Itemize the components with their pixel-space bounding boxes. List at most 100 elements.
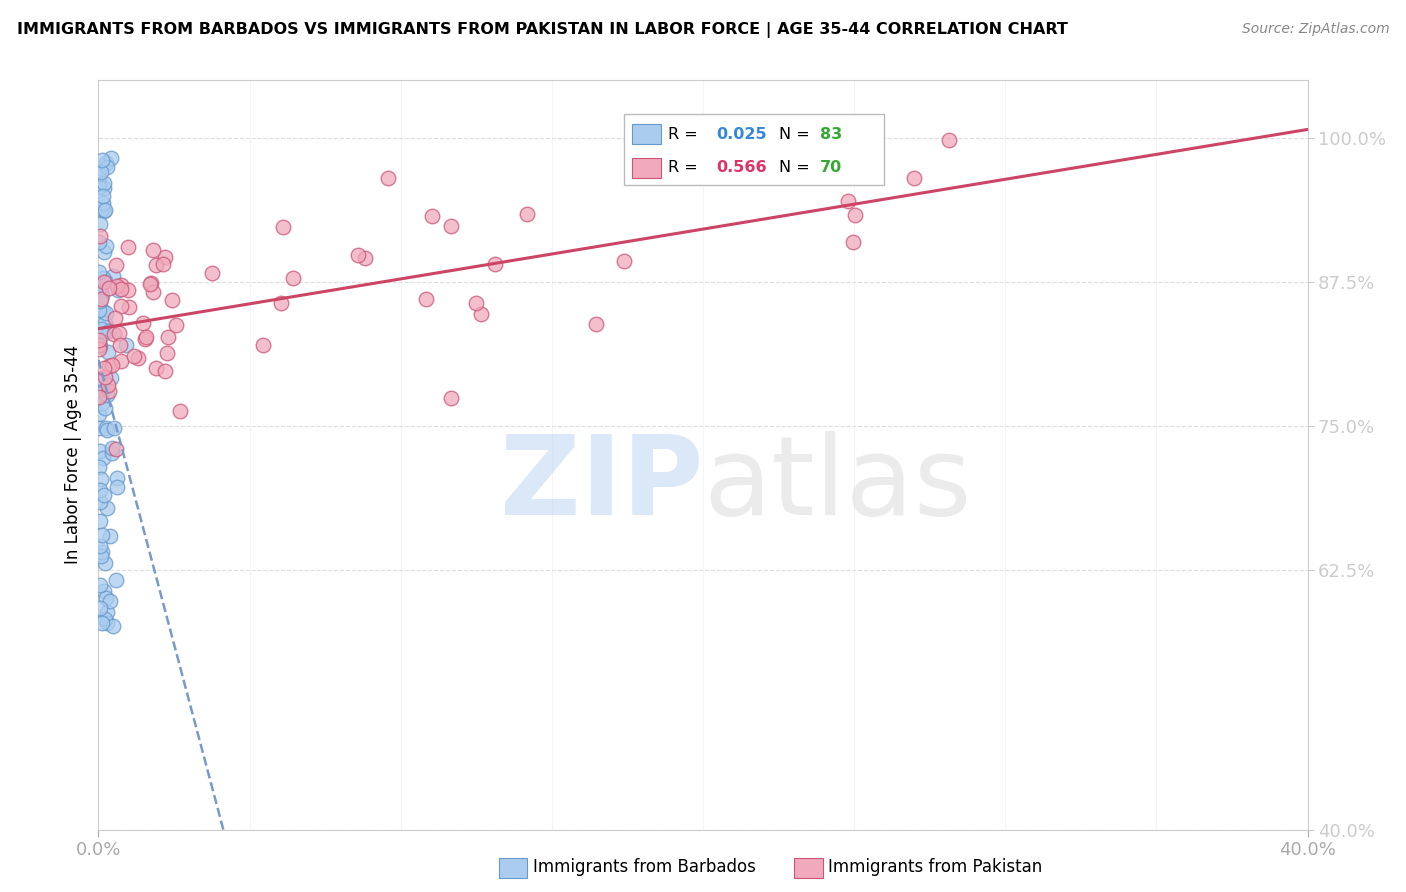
Point — [105, 480, 128, 494]
Point — [94, 305, 117, 319]
Point — [152, 257, 174, 271]
Point — [101, 441, 124, 455]
Point — [98, 529, 121, 543]
Point — [98, 594, 121, 608]
Text: IMMIGRANTS FROM BARBADOS VS IMMIGRANTS FROM PAKISTAN IN LABOR FORCE | AGE 35-44 : IMMIGRANTS FROM BARBADOS VS IMMIGRANTS F… — [17, 22, 1067, 38]
Point — [153, 250, 176, 264]
Point — [101, 619, 124, 633]
Point — [93, 361, 115, 376]
Point — [89, 483, 111, 497]
Point — [938, 133, 960, 147]
Point — [87, 420, 110, 434]
Point — [903, 171, 925, 186]
Point — [145, 361, 167, 376]
Point — [420, 209, 443, 223]
Point — [141, 243, 163, 257]
Point — [93, 304, 115, 318]
Text: 70: 70 — [820, 161, 842, 176]
Point — [347, 248, 370, 262]
Point — [90, 202, 112, 216]
Y-axis label: In Labor Force | Age 35-44: In Labor Force | Age 35-44 — [65, 345, 83, 565]
Text: Immigrants from Barbados: Immigrants from Barbados — [533, 858, 756, 876]
Text: 83: 83 — [820, 127, 842, 142]
FancyBboxPatch shape — [631, 158, 661, 178]
Text: Source: ZipAtlas.com: Source: ZipAtlas.com — [1241, 22, 1389, 37]
Point — [104, 259, 127, 273]
Point — [89, 337, 111, 351]
Point — [103, 326, 125, 341]
Point — [93, 583, 115, 598]
Point — [377, 170, 399, 185]
Point — [90, 396, 112, 410]
Point — [89, 495, 111, 509]
Point — [87, 167, 110, 181]
Point — [464, 296, 486, 310]
Point — [252, 338, 274, 352]
Text: atlas: atlas — [703, 432, 972, 539]
Point — [97, 378, 120, 392]
Point — [94, 202, 117, 217]
Point — [89, 217, 111, 231]
Point — [89, 336, 111, 351]
Point — [89, 265, 111, 279]
Text: 0.025: 0.025 — [716, 127, 766, 142]
Point — [89, 444, 111, 458]
Text: R =: R = — [668, 127, 703, 142]
Point — [91, 615, 114, 630]
Point — [91, 451, 114, 466]
Point — [87, 303, 110, 318]
Text: 0.566: 0.566 — [716, 161, 766, 176]
Point — [122, 349, 145, 363]
Point — [100, 370, 122, 384]
Point — [142, 285, 165, 300]
Point — [91, 327, 114, 342]
Point — [96, 501, 118, 516]
Point — [160, 293, 183, 307]
Point — [91, 544, 114, 558]
Point — [440, 391, 463, 405]
Point — [89, 539, 111, 553]
Point — [105, 279, 128, 293]
Point — [91, 153, 114, 168]
Point — [132, 316, 155, 330]
Point — [90, 165, 112, 179]
Point — [90, 549, 112, 564]
Point — [93, 384, 115, 398]
Point — [613, 253, 636, 268]
Point — [270, 296, 292, 310]
Point — [103, 421, 125, 435]
Point — [93, 181, 115, 195]
Point — [93, 275, 115, 289]
Point — [89, 339, 111, 353]
Point — [97, 345, 120, 359]
Point — [87, 390, 110, 404]
Point — [89, 235, 111, 250]
Point — [135, 330, 157, 344]
Point — [169, 403, 191, 417]
Point — [94, 591, 117, 605]
Point — [96, 423, 118, 437]
Point — [94, 239, 117, 253]
Point — [93, 204, 115, 219]
Point — [94, 155, 117, 169]
Point — [110, 300, 132, 314]
Text: N =: N = — [779, 161, 815, 176]
Point — [98, 384, 121, 398]
Point — [97, 324, 120, 338]
Point — [91, 321, 114, 335]
Point — [96, 605, 118, 619]
Text: N =: N = — [779, 127, 815, 142]
Point — [104, 311, 127, 326]
Point — [87, 408, 110, 422]
Point — [98, 359, 121, 374]
Point — [470, 307, 492, 321]
Point — [157, 329, 180, 343]
Text: Immigrants from Pakistan: Immigrants from Pakistan — [828, 858, 1042, 876]
Point — [89, 293, 111, 308]
Point — [118, 301, 141, 315]
Point — [145, 259, 167, 273]
Point — [101, 268, 124, 283]
Point — [90, 371, 112, 385]
Point — [842, 235, 865, 249]
Point — [844, 208, 866, 222]
